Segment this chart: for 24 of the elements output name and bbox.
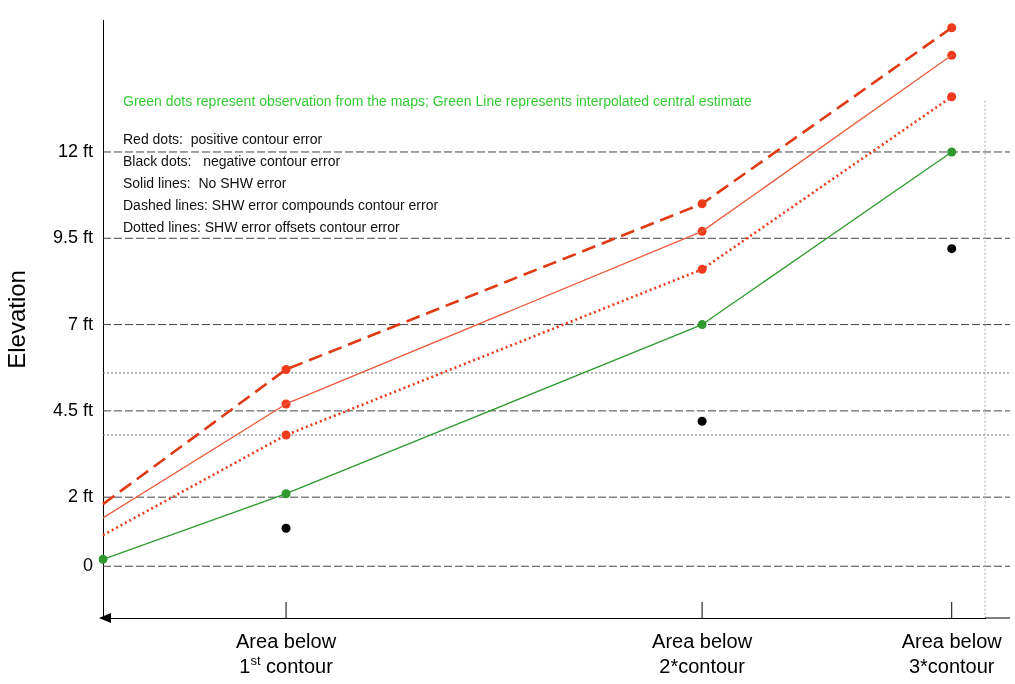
point <box>697 320 707 330</box>
point <box>98 554 108 564</box>
point <box>947 147 957 157</box>
point <box>697 416 707 426</box>
y-tick-label: 7 ft <box>67 313 93 334</box>
y-tick-label: 2 ft <box>67 486 93 507</box>
annotation: Green dots represent observation from the maps; Green Line represents interpolated central estimate <box>123 93 752 109</box>
annotation: Black dots: negative contour error <box>123 153 341 169</box>
y-axis-title: Elevation <box>3 270 31 369</box>
y-tick-label: 4.5 ft <box>52 399 93 420</box>
point <box>281 523 291 533</box>
point <box>281 489 291 499</box>
annotation: Red dots: positive contour error <box>123 131 323 147</box>
point <box>947 92 957 102</box>
y-tick-label: 0 <box>82 555 93 576</box>
x-tick-label: Area below 2*contour <box>652 630 753 677</box>
x-tick-label: Area below 3*contour <box>901 630 1003 677</box>
annotation: Dashed lines: SHW error compounds contour error <box>123 197 439 213</box>
y-tick-label: 12 ft <box>57 140 93 161</box>
y-tick-label: 9.5 ft <box>52 227 93 248</box>
point <box>947 50 957 60</box>
annotation: Dotted lines: SHW error offsets contour error <box>123 219 401 235</box>
annotation: Solid lines: No SHW error <box>123 175 287 191</box>
point <box>947 244 957 254</box>
